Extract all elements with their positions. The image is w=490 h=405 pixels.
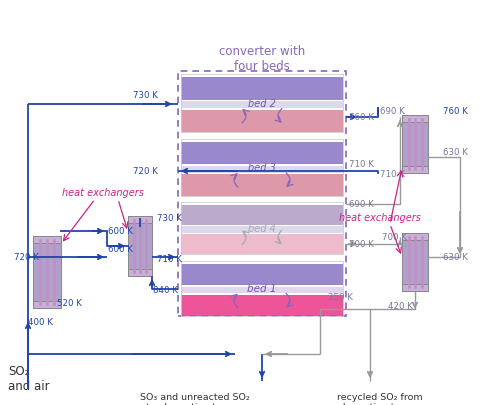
Bar bbox=[181, 166, 343, 173]
Text: bed 2: bed 2 bbox=[248, 99, 276, 109]
Bar bbox=[181, 175, 343, 196]
Bar bbox=[33, 301, 61, 308]
Bar bbox=[33, 237, 61, 308]
Bar bbox=[178, 72, 346, 316]
Bar bbox=[402, 284, 428, 291]
Text: 420 K: 420 K bbox=[388, 302, 413, 311]
Bar bbox=[402, 116, 428, 123]
Bar bbox=[402, 233, 428, 291]
Text: 760 K: 760 K bbox=[443, 107, 468, 116]
Bar bbox=[128, 216, 152, 276]
Text: 690 K: 690 K bbox=[349, 200, 374, 209]
Bar bbox=[181, 202, 343, 254]
Text: 760 K: 760 K bbox=[349, 113, 374, 122]
Bar bbox=[181, 111, 343, 133]
Text: 700 K: 700 K bbox=[349, 240, 374, 249]
Text: 720 K: 720 K bbox=[14, 253, 39, 262]
Text: 840 K: 840 K bbox=[153, 286, 178, 295]
Bar bbox=[181, 206, 343, 225]
Text: 690 K: 690 K bbox=[380, 107, 405, 116]
Text: 600 K: 600 K bbox=[108, 245, 133, 254]
Text: 730 K: 730 K bbox=[157, 214, 182, 223]
Text: bed 1: bed 1 bbox=[247, 284, 277, 294]
Text: 710 K: 710 K bbox=[157, 254, 182, 263]
Text: 720 K: 720 K bbox=[133, 167, 158, 176]
Bar bbox=[181, 264, 343, 286]
Bar bbox=[181, 140, 343, 196]
Text: recycled SO₂ from
absorption towers: recycled SO₂ from absorption towers bbox=[337, 392, 423, 405]
Text: bed 4: bed 4 bbox=[248, 224, 276, 233]
Text: heat exchangers: heat exchangers bbox=[339, 213, 421, 222]
Text: 400 K: 400 K bbox=[28, 318, 53, 327]
Text: 730 K: 730 K bbox=[133, 91, 158, 100]
Bar bbox=[128, 269, 152, 276]
Text: 600 K: 600 K bbox=[108, 227, 133, 236]
Bar bbox=[402, 233, 428, 241]
Text: SO₂
and air: SO₂ and air bbox=[8, 364, 49, 392]
Text: 630 K: 630 K bbox=[443, 253, 468, 262]
Bar bbox=[181, 227, 343, 233]
Text: 350 K: 350 K bbox=[328, 293, 353, 302]
Bar bbox=[181, 287, 343, 294]
Text: 520 K: 520 K bbox=[57, 299, 82, 308]
Bar bbox=[402, 166, 428, 174]
Bar bbox=[181, 295, 343, 316]
Bar bbox=[181, 75, 343, 133]
Text: 710 K: 710 K bbox=[349, 160, 374, 169]
Text: 710 K: 710 K bbox=[380, 170, 405, 179]
Bar bbox=[402, 116, 428, 174]
Bar bbox=[128, 216, 152, 224]
Text: heat exchangers: heat exchangers bbox=[62, 188, 144, 198]
Bar bbox=[33, 237, 61, 243]
Bar bbox=[181, 143, 343, 165]
Text: SO₃ and unreacted SO₂
to absorption towers: SO₃ and unreacted SO₂ to absorption towe… bbox=[140, 392, 250, 405]
Bar bbox=[181, 78, 343, 100]
Text: 630 K: 630 K bbox=[443, 148, 468, 157]
Bar bbox=[181, 102, 343, 109]
Text: bed 3: bed 3 bbox=[248, 163, 276, 173]
Text: converter with
four beds: converter with four beds bbox=[219, 45, 305, 73]
Bar bbox=[181, 234, 343, 254]
Bar bbox=[181, 261, 343, 316]
Text: 700 K: 700 K bbox=[382, 233, 407, 242]
